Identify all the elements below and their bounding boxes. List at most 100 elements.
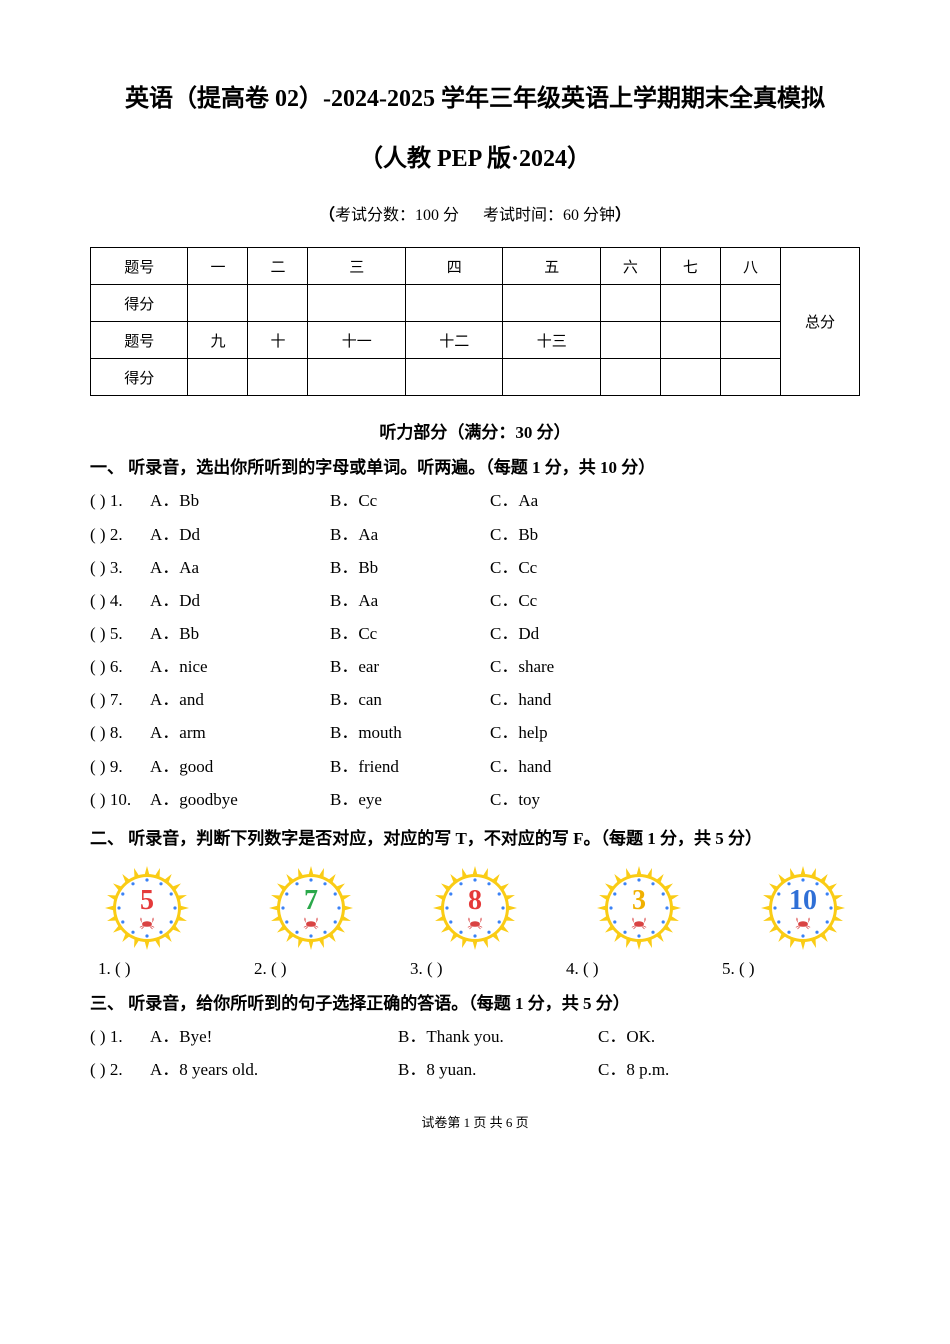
cell-total: 总分	[781, 248, 860, 396]
picks-row: 1. ( )2. ( )3. ( )4. ( )5. ( )	[90, 959, 860, 979]
option-a: A．good	[150, 750, 330, 783]
cell-header: 得分	[91, 359, 188, 396]
svg-text:8: 8	[468, 885, 482, 916]
exam-info: （考试分数：100 分 考试时间：60 分钟）	[90, 201, 860, 225]
page-footer: 试卷第 1 页 共 6 页	[90, 1112, 860, 1131]
option-c: C．help	[490, 716, 548, 749]
option-a: A．and	[150, 683, 330, 716]
cell-blank	[600, 285, 660, 322]
paren-close: ）	[615, 207, 631, 224]
option-c: C．hand	[490, 683, 551, 716]
option-c: C．Aa	[490, 484, 538, 517]
number-badge-icon: 10	[758, 863, 848, 953]
cell-blank	[660, 285, 720, 322]
pick-blank: 1. ( )	[98, 959, 228, 979]
cell: 一	[188, 248, 248, 285]
option-b: B．Bb	[330, 551, 490, 584]
pick-blank: 2. ( )	[254, 959, 384, 979]
number-badge-icon: 5	[102, 863, 192, 953]
section-3-heading: 三、 听录音，给你所听到的句子选择正确的答语。（每题 1 分，共 5 分）	[90, 989, 860, 1014]
cell-blank	[503, 359, 600, 396]
option-c: C．8 p.m.	[598, 1053, 669, 1086]
svg-text:3: 3	[632, 885, 646, 916]
cell-blank	[600, 359, 660, 396]
option-a: A．Bye!	[150, 1020, 398, 1053]
question-line: ( ) 2.A．DdB．AaC．Bb	[90, 518, 860, 551]
cell: 四	[405, 248, 502, 285]
question-paren: ( ) 2.	[90, 1053, 150, 1086]
section-3-questions: ( ) 1.A．Bye!B．Thank you.C．OK.( ) 2.A．8 y…	[90, 1020, 860, 1086]
title-main: 英语（提高卷 02）-2024-2025 学年三年级英语上学期期末全真模拟	[90, 80, 860, 118]
option-c: C．Cc	[490, 584, 537, 617]
option-b: B．Cc	[330, 484, 490, 517]
cell-blank	[720, 285, 780, 322]
cell-blank	[660, 359, 720, 396]
cell-blank	[720, 322, 780, 359]
listening-title: 听力部分（满分：30 分）	[90, 418, 860, 443]
option-c: C．Dd	[490, 617, 539, 650]
svg-text:7: 7	[304, 885, 318, 916]
cell-blank	[503, 285, 600, 322]
cell-blank	[720, 359, 780, 396]
exam-page: 英语（提高卷 02）-2024-2025 学年三年级英语上学期期末全真模拟 （人…	[0, 0, 950, 1151]
option-b: B．Aa	[330, 584, 490, 617]
score-table: 题号 一 二 三 四 五 六 七 八 总分 得分 题号 九 十 十一	[90, 247, 860, 396]
option-a: A．nice	[150, 650, 330, 683]
section-1-heading: 一、 听录音，选出你所听到的字母或单词。听两遍。（每题 1 分，共 10 分）	[90, 453, 860, 478]
question-paren: ( ) 6.	[90, 650, 150, 683]
question-paren: ( ) 10.	[90, 783, 150, 816]
option-b: B．mouth	[330, 716, 490, 749]
option-a: A．arm	[150, 716, 330, 749]
question-line: ( ) 10.A．goodbyeB．eyeC．toy	[90, 783, 860, 816]
question-line: ( ) 1.A．Bye!B．Thank you.C．OK.	[90, 1020, 860, 1053]
cell-blank	[308, 359, 405, 396]
question-paren: ( ) 2.	[90, 518, 150, 551]
cell-blank	[248, 359, 308, 396]
cell-header: 题号	[91, 322, 188, 359]
table-row: 得分	[91, 359, 860, 396]
number-badge-icon: 8	[430, 863, 520, 953]
cell-blank	[660, 322, 720, 359]
title-sub: （人教 PEP 版·2024）	[90, 138, 860, 173]
cell-blank	[600, 322, 660, 359]
option-a: A．goodbye	[150, 783, 330, 816]
question-paren: ( ) 8.	[90, 716, 150, 749]
cell: 六	[600, 248, 660, 285]
cell: 三	[308, 248, 405, 285]
cell: 十三	[503, 322, 600, 359]
question-line: ( ) 8.A．armB．mouthC．help	[90, 716, 860, 749]
cell-blank	[405, 359, 502, 396]
section-1-questions: ( ) 1.A．BbB．CcC．Aa( ) 2.A．DdB．AaC．Bb( ) …	[90, 484, 860, 815]
option-b: B．Thank you.	[398, 1020, 598, 1053]
question-paren: ( ) 1.	[90, 1020, 150, 1053]
option-a: A．Dd	[150, 518, 330, 551]
badges-row: 5 7 8 3 10	[90, 863, 860, 953]
exam-score: 考试分数：100 分	[335, 207, 459, 224]
option-a: A．Bb	[150, 617, 330, 650]
option-a: A．Aa	[150, 551, 330, 584]
question-paren: ( ) 4.	[90, 584, 150, 617]
option-c: C．OK.	[598, 1020, 655, 1053]
option-a: A．Dd	[150, 584, 330, 617]
cell-header: 得分	[91, 285, 188, 322]
cell-blank	[308, 285, 405, 322]
cell-header: 题号	[91, 248, 188, 285]
question-paren: ( ) 5.	[90, 617, 150, 650]
option-b: B．Aa	[330, 518, 490, 551]
pick-blank: 3. ( )	[410, 959, 540, 979]
pick-blank: 5. ( )	[722, 959, 852, 979]
svg-text:5: 5	[140, 885, 154, 916]
cell-blank	[405, 285, 502, 322]
option-b: B．Cc	[330, 617, 490, 650]
question-paren: ( ) 9.	[90, 750, 150, 783]
question-paren: ( ) 1.	[90, 484, 150, 517]
question-line: ( ) 2.A．8 years old.B．8 yuan.C．8 p.m.	[90, 1053, 860, 1086]
exam-time: 考试时间：60 分钟	[483, 207, 615, 224]
paren-open: （	[319, 207, 335, 224]
option-a: A．Bb	[150, 484, 330, 517]
cell: 十一	[308, 322, 405, 359]
svg-text:10: 10	[789, 885, 817, 916]
option-b: B．8 yuan.	[398, 1053, 598, 1086]
question-line: ( ) 1.A．BbB．CcC．Aa	[90, 484, 860, 517]
question-line: ( ) 6.A．niceB．earC．share	[90, 650, 860, 683]
